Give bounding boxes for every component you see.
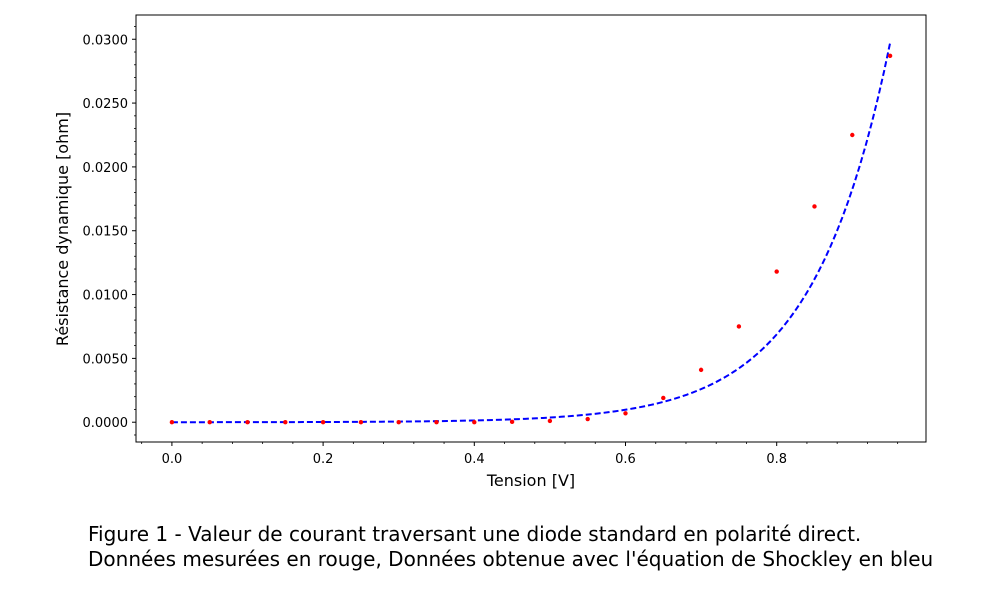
y-tick-label: 0.0000	[83, 416, 129, 431]
y-tick-label: 0.0050	[83, 352, 129, 367]
plot-frame	[135, 14, 927, 443]
y-axis: 0.0000 0.0050 0.0100 0.0150 0.0200 0.0250 0.03…	[83, 26, 136, 436]
x-tick-label: 0.0	[162, 452, 183, 467]
y-tick-label: 0.0150	[83, 225, 129, 240]
data-point-measured	[661, 395, 666, 401]
x-tick-label: 0.4	[464, 452, 485, 467]
y-axis-label: Résistance dynamique [ohm]	[53, 112, 72, 346]
data-point-measured	[736, 324, 742, 329]
data-point-measured	[812, 204, 817, 209]
caption-line-2: Données mesurées en rouge, Données obten…	[88, 547, 934, 571]
data-point-measured	[396, 420, 401, 425]
plot-area	[169, 42, 893, 425]
data-point-measured	[547, 418, 553, 424]
data-point-measured	[358, 420, 364, 425]
x-tick-label: 0.8	[766, 452, 787, 467]
y-tick-label: 0.0300	[83, 33, 129, 48]
data-point-measured	[320, 420, 326, 425]
data-point-measured	[850, 132, 855, 138]
x-axis-label: Tension [V]	[486, 471, 575, 490]
x-tick-label: 0.2	[313, 452, 334, 467]
data-point-measured	[472, 420, 477, 425]
x-tick-label: 0.6	[615, 452, 636, 467]
data-point-measured	[207, 420, 212, 425]
data-point-measured	[698, 367, 704, 373]
series-line-shockley	[171, 42, 892, 424]
caption-line-1: Figure 1 - Valeur de courant traversant …	[88, 522, 862, 546]
data-point-measured	[774, 269, 779, 274]
data-point-measured	[283, 420, 288, 425]
data-point-measured	[623, 411, 628, 416]
y-tick-label: 0.0250	[83, 97, 129, 112]
y-tick-label: 0.0200	[83, 161, 129, 176]
y-tick-label: 0.0100	[83, 289, 129, 304]
data-point-measured	[509, 419, 515, 425]
data-point-measured	[169, 420, 175, 425]
data-point-measured	[887, 53, 893, 59]
figure-caption: Figure 1 - Valeur de courant traversant …	[88, 522, 933, 572]
data-point-measured	[245, 420, 250, 425]
chart: 0.0 0.2 0.4 0.6 0.8 0.0000 0.0050 0.0100 0.0150…	[53, 14, 927, 490]
data-point-measured	[585, 416, 590, 422]
data-point-measured	[434, 420, 439, 425]
x-axis: 0.0 0.2 0.4 0.6 0.8	[141, 442, 899, 467]
